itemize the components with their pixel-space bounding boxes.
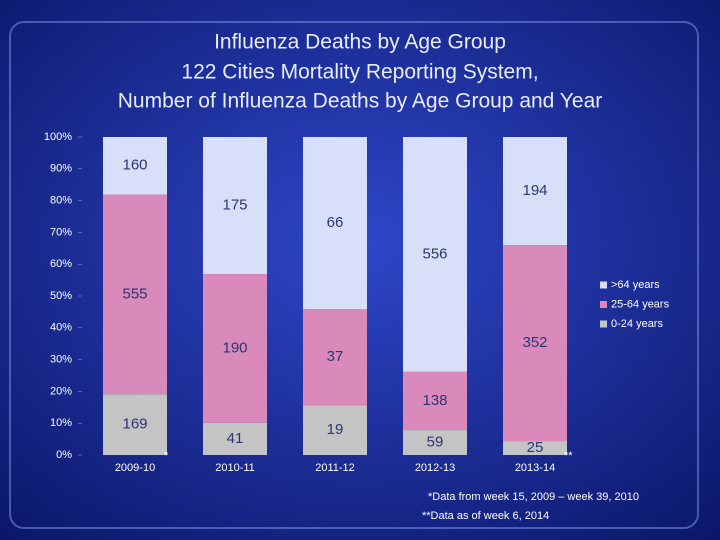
bar-segment (203, 422, 267, 455)
y-tick-label: 40% (50, 322, 72, 334)
data-label: 190 (222, 339, 247, 356)
chart-title: Influenza Deaths by Age Group (214, 31, 506, 54)
x-tick-label: 2013-14 (515, 462, 555, 474)
bar-segment (203, 274, 267, 423)
bar-segment (503, 137, 567, 246)
y-tick-label: 80% (50, 195, 72, 207)
chart-title: Number of Influenza Deaths by Age Group … (118, 90, 603, 113)
y-tick-label: 30% (50, 354, 72, 366)
footnote-mark: ** (564, 450, 573, 462)
legend-label: 0-24 years (611, 318, 663, 330)
bar-segment (203, 137, 267, 275)
chart-title: 122 Cities Mortality Reporting System, (181, 61, 538, 84)
data-label: 41 (227, 430, 244, 447)
y-tick-label: 100% (44, 131, 72, 143)
bar-segment (403, 137, 467, 372)
legend-swatch (600, 301, 607, 308)
data-label: 169 (122, 416, 147, 433)
data-label: 25 (527, 439, 544, 456)
y-tick-label: 10% (50, 417, 72, 429)
y-tick-label: 60% (50, 258, 72, 270)
bar-segment (303, 405, 367, 455)
y-tick-label: 50% (50, 290, 72, 302)
footnote-mark: * (164, 450, 169, 462)
data-label: 352 (522, 334, 547, 351)
data-label: 556 (422, 245, 447, 262)
footnote: **Data as of week 6, 2014 (422, 510, 549, 522)
y-tick-label: 70% (50, 226, 72, 238)
data-label: 19 (327, 421, 344, 438)
y-tick-label: 90% (50, 163, 72, 175)
data-label: 175 (222, 197, 247, 214)
legend-swatch (600, 281, 607, 289)
panel-border (9, 21, 699, 529)
data-label: 37 (327, 348, 344, 365)
y-tick-label: 20% (50, 385, 72, 397)
bar-segment (303, 137, 367, 310)
x-tick-label: 2012-13 (415, 462, 455, 474)
bar-segment (103, 194, 167, 395)
bar-segment (103, 137, 167, 195)
data-label: 555 (122, 285, 147, 302)
legend-label: 25-64 years (611, 298, 670, 310)
legend-label: >64 years (611, 279, 660, 291)
x-tick-label: 2011-12 (315, 462, 355, 474)
legend-swatch (600, 320, 607, 328)
bar-segment (503, 441, 567, 455)
data-label: 66 (327, 214, 344, 231)
y-tick-label: 0% (56, 449, 72, 461)
data-label: 194 (522, 182, 547, 199)
data-label: 59 (427, 434, 444, 451)
bar-segment (103, 394, 167, 455)
bar-segment (303, 309, 367, 406)
bar-segment (403, 430, 467, 455)
x-tick-label: 2009-10 (115, 462, 155, 474)
bar-segment (403, 371, 467, 431)
data-label: 138 (422, 392, 447, 409)
footnote: *Data from week 15, 2009 – week 39, 2010 (428, 491, 639, 503)
data-label: 160 (122, 157, 147, 174)
x-tick-label: 2010-11 (215, 462, 255, 474)
bar-segment (503, 245, 567, 442)
